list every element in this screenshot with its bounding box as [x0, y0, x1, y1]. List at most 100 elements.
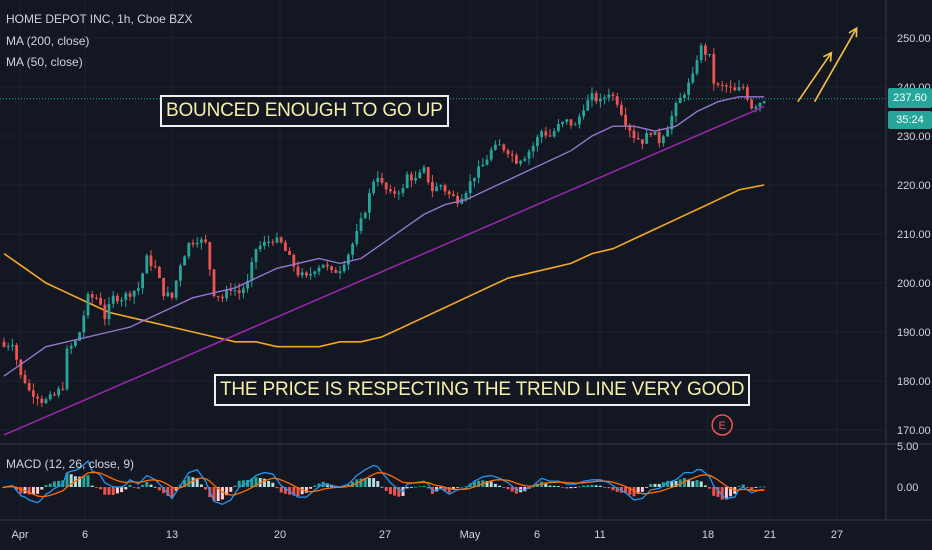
macd-histogram-bar	[2, 487, 6, 488]
candle-body	[15, 345, 18, 360]
macd-histogram-bar	[573, 487, 577, 488]
candle-body	[725, 85, 728, 87]
candle-body	[708, 54, 711, 56]
candle-body	[401, 187, 405, 193]
candle-body	[212, 269, 216, 297]
candle-body	[128, 293, 132, 297]
candle-body	[61, 388, 65, 390]
macd-histogram-bar	[262, 478, 266, 487]
candle-body	[355, 230, 359, 244]
candle-body	[11, 345, 14, 347]
candle-body	[611, 94, 615, 97]
time-tick-label: 27	[831, 529, 843, 541]
price-tick-label: 230.00	[897, 131, 931, 143]
macd-histogram-bar	[397, 487, 401, 497]
annotation-top[interactable]: BOUNCED ENOUGH TO GO UP	[160, 95, 449, 127]
candle-body	[498, 144, 501, 146]
candle-body	[662, 136, 665, 144]
candle-body	[137, 288, 140, 291]
candle-body	[653, 132, 657, 135]
macd-histogram-bar	[729, 487, 733, 497]
candle-body	[729, 86, 732, 88]
candle-body	[494, 144, 497, 150]
macd-histogram-bar	[703, 485, 707, 487]
macd-histogram-bar	[636, 487, 640, 494]
candle-body	[456, 195, 459, 204]
grid	[0, 0, 886, 520]
candle-body	[636, 138, 640, 140]
candle-body	[116, 295, 119, 302]
macd-histogram-bar	[456, 487, 460, 488]
candle-body	[288, 250, 291, 255]
macd-tick-label: 5.00	[897, 441, 918, 453]
macd-tick-label: 0.00	[897, 482, 918, 494]
macd-histogram-bar	[82, 475, 86, 487]
candle-body	[44, 399, 48, 404]
candle-body	[536, 137, 539, 147]
candle-body	[78, 332, 81, 341]
macd-histogram-bar	[716, 487, 720, 497]
ma50-legend[interactable]: MA (50, close)	[6, 55, 83, 69]
macd-histogram-bar	[645, 487, 649, 488]
candle-body	[263, 241, 266, 246]
macd-histogram-bar	[498, 485, 502, 487]
annotation-bottom[interactable]: THE PRICE IS RESPECTING THE TREND LINE V…	[214, 374, 751, 406]
candle-body	[384, 182, 388, 190]
candle-body	[120, 299, 123, 302]
candle-body	[65, 348, 69, 390]
candle-body	[359, 218, 363, 231]
macd-histogram-bar	[586, 485, 590, 487]
trend-line	[3, 105, 765, 436]
candle-body	[124, 293, 128, 300]
macd-histogram-bar	[145, 481, 149, 487]
candle-body	[69, 345, 73, 349]
candle-body	[641, 139, 644, 144]
candle-body	[699, 45, 703, 61]
candle-body	[422, 167, 426, 173]
macd-histogram-bar	[120, 487, 124, 493]
candle-body	[607, 94, 611, 98]
macd-histogram-bar	[745, 487, 749, 488]
ma200-legend[interactable]: MA (200, close)	[6, 34, 90, 48]
macd-histogram-bar	[237, 480, 241, 487]
candle-body	[237, 290, 241, 294]
candle-body	[628, 125, 632, 131]
candle-body	[489, 149, 493, 160]
candle-body	[393, 191, 396, 194]
candle-body	[418, 172, 422, 179]
candle-body	[704, 45, 707, 55]
macd-histogram-bar	[132, 487, 136, 488]
projection-arrow-shaft	[797, 52, 833, 103]
macd-histogram-bar	[548, 485, 552, 487]
candle-body	[620, 104, 623, 115]
candle-body	[208, 242, 212, 270]
candle-body	[510, 154, 514, 156]
macd-histogram-bar	[204, 487, 208, 490]
ma50-line	[3, 96, 765, 377]
symbol-legend[interactable]: HOME DEPOT INC, 1h, Cboe BZX	[6, 12, 193, 26]
candles-layer	[2, 42, 766, 408]
candle-body	[153, 266, 157, 268]
macd-histogram-bar	[598, 485, 602, 487]
time-tick-label: May	[460, 529, 481, 541]
macd-histogram-bar	[661, 482, 665, 487]
candle-body	[132, 290, 136, 297]
earnings-marker[interactable]: E	[711, 414, 733, 436]
candle-body	[565, 119, 569, 122]
macd-histogram-bar	[443, 487, 447, 492]
macd-legend[interactable]: MACD (12, 26, close, 9)	[6, 457, 135, 471]
macd-histogram-bar	[124, 487, 128, 490]
macd-histogram-bar	[624, 487, 628, 494]
macd-histogram-bar	[300, 487, 304, 495]
candle-body	[103, 304, 107, 320]
macd-histogram-bar	[191, 477, 195, 487]
macd-histogram-bar	[384, 487, 388, 491]
candle-body	[368, 193, 371, 213]
candle-body	[515, 155, 518, 164]
candle-body	[338, 271, 342, 273]
macd-histogram-bar	[309, 487, 313, 489]
macd-histogram-bar	[422, 485, 426, 487]
candle-body	[481, 164, 485, 167]
